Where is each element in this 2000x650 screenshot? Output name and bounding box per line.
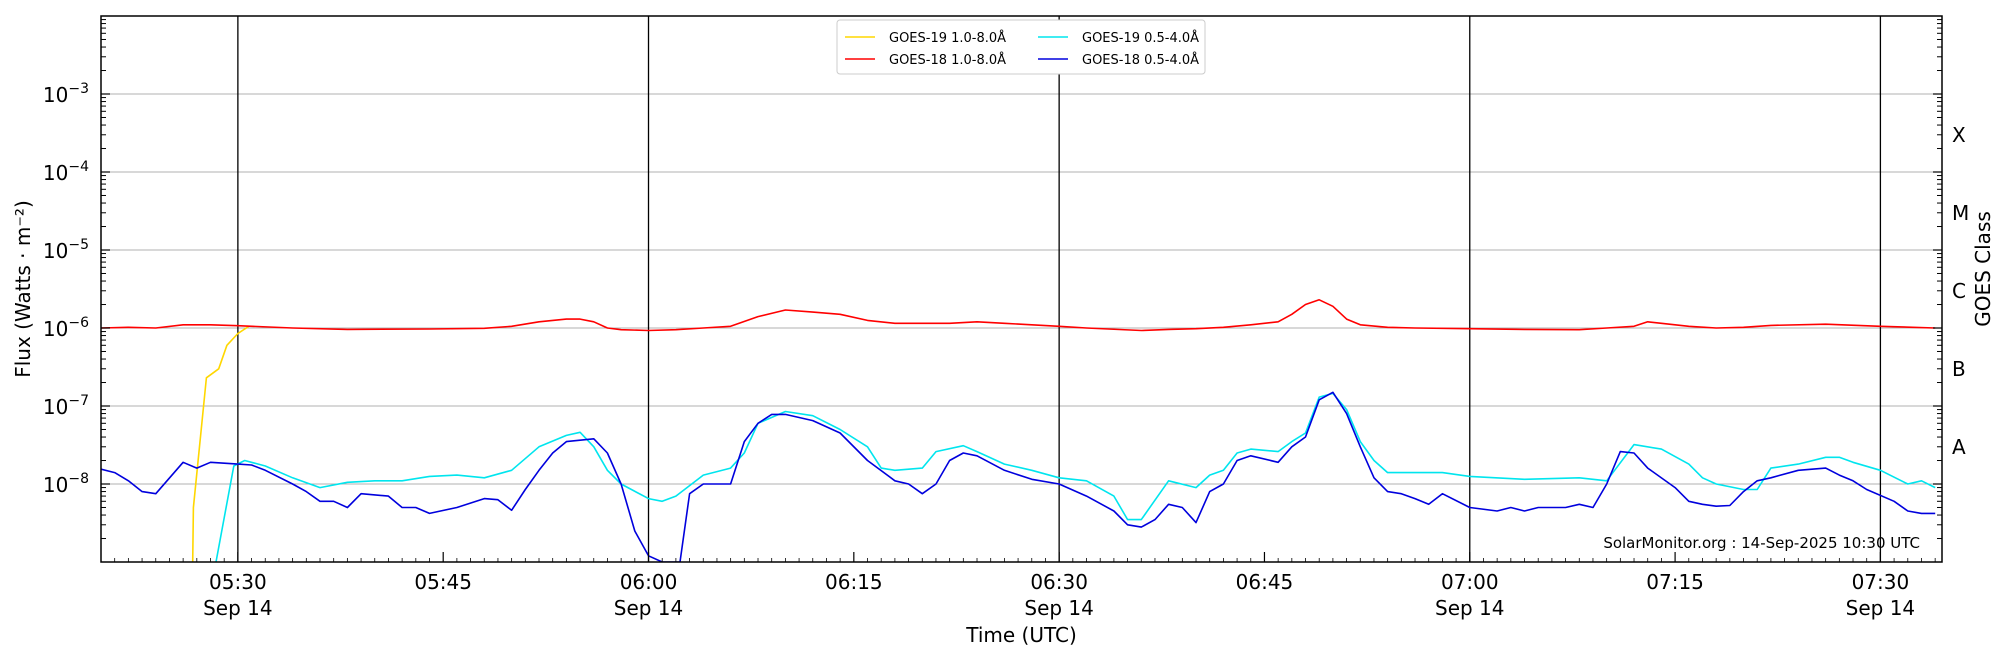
x-tick-label: 06:30 — [1030, 570, 1088, 594]
y-tick-label: 10−7 — [43, 393, 89, 419]
x-tick-label: 06:45 — [1236, 570, 1294, 594]
x-tick-date-label: Sep 14 — [1024, 596, 1094, 620]
y-axis-label: Flux (Watts · m⁻²) — [11, 200, 35, 378]
y-tick-labels: 10−8 10−7 10−6 10−5 10−4 10−3 — [43, 81, 89, 497]
y-tick-label: 10−8 — [43, 471, 89, 497]
x-tick-date-label: Sep 14 — [614, 596, 684, 620]
legend: GOES-19 1.0-8.0Å GOES-18 1.0-8.0Å GOES-19 … — [836, 19, 1206, 75]
x-tick-label: 07:00 — [1441, 570, 1499, 594]
x-tick-label: 06:15 — [825, 570, 883, 594]
x-tick-date-label: Sep 14 — [203, 596, 273, 620]
x-tick-date-label: Sep 14 — [1846, 596, 1916, 620]
plot-frame — [100, 15, 1943, 563]
x-tick-label: 05:30 — [209, 570, 267, 594]
goes-class-label: C — [1952, 279, 1966, 303]
goes-class-label: B — [1952, 357, 1966, 381]
x-tick-label: 07:15 — [1646, 570, 1704, 594]
y-tick-label: 10−6 — [43, 315, 89, 341]
goes-class-label: A — [1952, 435, 1966, 459]
legend-box — [836, 19, 1206, 75]
legend-entry-label: GOES-18 0.5-4.0Å — [1082, 52, 1199, 68]
goes-class-labels: A B C M X — [1952, 123, 1969, 459]
x-tick-label: 06:00 — [620, 570, 678, 594]
ticks — [101, 19, 1942, 562]
x-axis-label: Time (UTC) — [965, 623, 1077, 647]
y-tick-label: 10−5 — [43, 237, 89, 263]
y-tick-label: 10−4 — [43, 159, 89, 185]
legend-entry-label: GOES-19 1.0-8.0Å — [889, 30, 1006, 46]
series-line-0 — [191, 325, 250, 562]
series-line-1 — [101, 298, 1936, 332]
goes-class-label: M — [1952, 201, 1969, 225]
legend-entry-label: GOES-18 1.0-8.0Å — [889, 52, 1006, 68]
watermark-text: SolarMonitor.org : 14-Sep-2025 10:30 UTC — [1603, 534, 1920, 552]
x-tick-label: 07:30 — [1852, 570, 1910, 594]
y-tick-label: 10−3 — [43, 81, 89, 107]
series-line-3 — [101, 391, 1936, 562]
legend-entry-label: GOES-19 0.5-4.0Å — [1082, 30, 1199, 46]
right-axis-label: GOES Class — [1971, 211, 1995, 327]
series-line-2 — [215, 392, 1936, 562]
goes-class-label: X — [1952, 123, 1966, 147]
day-marker-lines — [237, 16, 1882, 562]
series-lines — [101, 298, 1936, 562]
gridlines — [101, 93, 1942, 485]
x-tick-date-label: Sep 14 — [1435, 596, 1505, 620]
x-tick-label: 05:45 — [414, 570, 472, 594]
